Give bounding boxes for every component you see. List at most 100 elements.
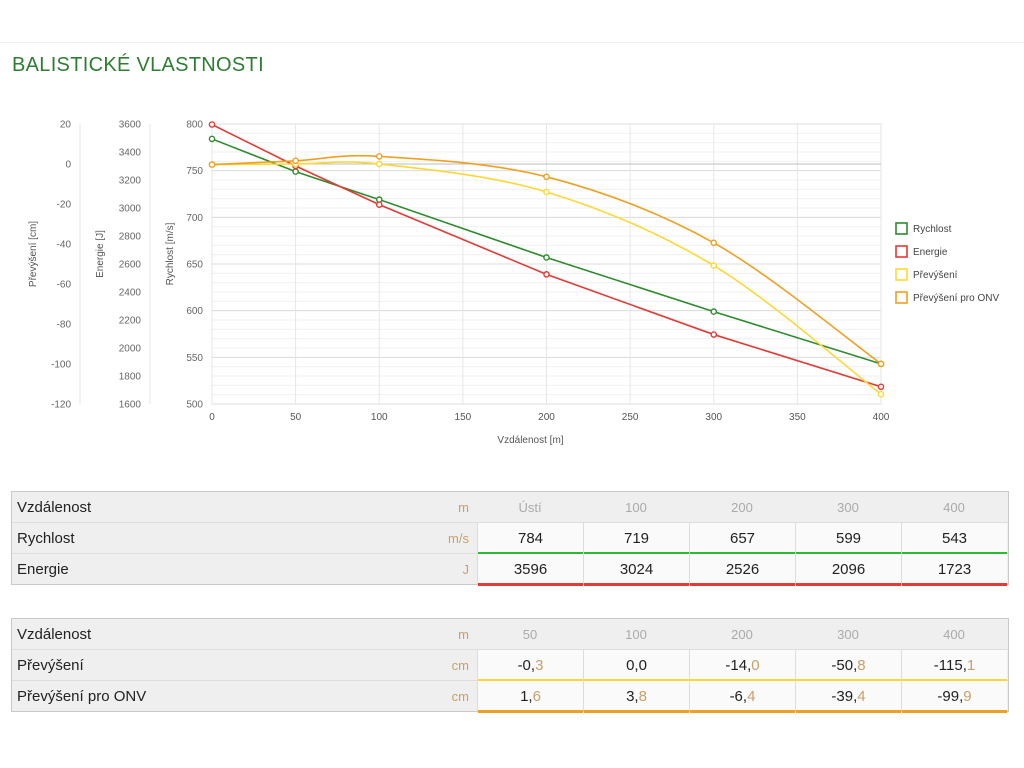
value: 599 bbox=[835, 529, 862, 547]
value-int: 3, bbox=[626, 687, 639, 705]
energie-tick-label: 2000 bbox=[119, 344, 142, 355]
x-tick-label: 100 bbox=[371, 412, 388, 423]
value-int: -50, bbox=[831, 656, 858, 674]
color-bar bbox=[584, 583, 689, 586]
value-frac: 1 bbox=[966, 656, 976, 674]
data-point bbox=[292, 168, 299, 175]
value-int: -99, bbox=[937, 687, 964, 705]
value-frac: 3 bbox=[535, 656, 544, 674]
x-tick-label: 200 bbox=[538, 412, 555, 423]
value-cell: 3, 8 bbox=[583, 681, 689, 713]
energie-tick-label: 1800 bbox=[119, 372, 142, 383]
value-cell: 2096 bbox=[795, 554, 901, 586]
energie-tick-label: 3400 bbox=[119, 148, 142, 159]
prevyseni-tick-label: -120 bbox=[51, 400, 71, 411]
data-point bbox=[375, 160, 383, 168]
energie-tick-label: 1600 bbox=[119, 400, 142, 411]
x-tick-label: 300 bbox=[705, 412, 722, 423]
color-bar bbox=[690, 552, 795, 555]
data-point bbox=[877, 383, 885, 391]
color-bar bbox=[584, 710, 689, 713]
legend-swatch bbox=[895, 291, 908, 304]
value: 543 bbox=[941, 529, 968, 547]
value-frac: 0 bbox=[751, 656, 760, 674]
header-unit: m bbox=[458, 626, 469, 642]
row-unit: J bbox=[462, 561, 470, 577]
prevyseni-tick-label: -80 bbox=[57, 320, 72, 331]
data-point bbox=[208, 121, 216, 128]
value: 784 bbox=[517, 529, 544, 547]
value: 657 bbox=[729, 529, 756, 547]
data-point bbox=[375, 201, 383, 208]
value-cell: 543 bbox=[901, 523, 1007, 555]
energie-tick-label: 2800 bbox=[119, 232, 142, 243]
value: 2526 bbox=[725, 560, 760, 578]
velocity-energy-table: Vzdálenost m Ústí 100 200 300 400 Rychlo… bbox=[11, 491, 1009, 586]
row-unit: m/s bbox=[448, 530, 469, 546]
header-unit: m bbox=[458, 499, 469, 515]
value-cell: 2526 bbox=[689, 554, 795, 586]
energie-tick-label: 3200 bbox=[119, 176, 142, 187]
header-col: 300 bbox=[837, 626, 859, 642]
rychlost-tick-label: 500 bbox=[186, 400, 203, 411]
value-int: -0, bbox=[517, 656, 536, 674]
data-point bbox=[710, 262, 718, 269]
value-cell: 1, 6 bbox=[477, 681, 583, 713]
value-frac: 8 bbox=[857, 656, 866, 674]
table-row-rychlost: Rychlost m/s 784 719 657 599 543 bbox=[12, 522, 1008, 555]
legend-swatch bbox=[895, 245, 908, 258]
value-int: 0, bbox=[626, 656, 639, 674]
value-cell: 657 bbox=[689, 523, 795, 555]
row-label: Převýšení pro ONV bbox=[17, 687, 147, 705]
table-row-prevyseni-onv: Převýšení pro ONV cm 1, 6 3, 8 -6, 4 -39, 4 … bbox=[12, 680, 1008, 713]
rychlost-tick-label: 550 bbox=[186, 353, 203, 364]
value-cell: -39, 4 bbox=[795, 681, 901, 713]
value: 2096 bbox=[831, 560, 866, 578]
energie-tick-label: 2600 bbox=[119, 260, 142, 271]
data-point bbox=[543, 254, 550, 261]
row-label: Energie bbox=[17, 560, 69, 578]
data-point bbox=[710, 239, 718, 247]
legend-swatch bbox=[895, 268, 908, 281]
header-col: 100 bbox=[625, 626, 647, 642]
value-frac: 9 bbox=[963, 687, 972, 705]
header-col: Ústí bbox=[518, 499, 542, 515]
value-cell: -0, 3 bbox=[477, 650, 583, 682]
value-cell: -50, 8 bbox=[795, 650, 901, 682]
x-tick-label: 0 bbox=[209, 412, 215, 423]
data-point bbox=[710, 331, 718, 338]
legend-label: Energie bbox=[913, 247, 948, 258]
x-tick-label: 350 bbox=[789, 412, 806, 423]
series-line-rychlost bbox=[211, 138, 882, 365]
prevyseni-tick-label: -20 bbox=[57, 200, 72, 211]
color-bar bbox=[690, 583, 795, 586]
data-point bbox=[208, 161, 216, 168]
x-tick-label: 50 bbox=[290, 412, 302, 423]
data-point bbox=[877, 390, 885, 398]
header-col: 400 bbox=[943, 626, 965, 642]
table-header-row: Vzdálenost m Ústí 100 200 300 400 bbox=[12, 492, 1008, 522]
color-bar bbox=[478, 679, 583, 682]
value: 719 bbox=[623, 529, 650, 547]
value-cell: 0, 0 bbox=[583, 650, 689, 682]
row-label: Převýšení bbox=[17, 656, 84, 674]
color-bar bbox=[902, 710, 1007, 713]
data-point bbox=[710, 308, 718, 315]
value: 3596 bbox=[513, 560, 548, 578]
energie-tick-label: 2400 bbox=[119, 288, 142, 299]
data-point bbox=[543, 188, 550, 196]
prevyseni-tick-label: 0 bbox=[65, 160, 71, 171]
rychlost-tick-label: 700 bbox=[186, 213, 203, 224]
value-frac: 4 bbox=[747, 687, 756, 705]
x-tick-label: 400 bbox=[873, 412, 890, 423]
data-point bbox=[543, 271, 550, 278]
legend-swatch bbox=[895, 222, 908, 235]
page-title: BALISTICKÉ VLASTNOSTI bbox=[12, 54, 264, 76]
value-cell: -6, 4 bbox=[689, 681, 795, 713]
series-line-energie bbox=[211, 123, 882, 388]
row-unit: cm bbox=[451, 657, 469, 673]
value-cell: 784 bbox=[477, 523, 583, 555]
legend-label: Převýšení bbox=[913, 270, 958, 281]
header-col: 200 bbox=[731, 626, 753, 642]
color-bar bbox=[796, 679, 901, 682]
